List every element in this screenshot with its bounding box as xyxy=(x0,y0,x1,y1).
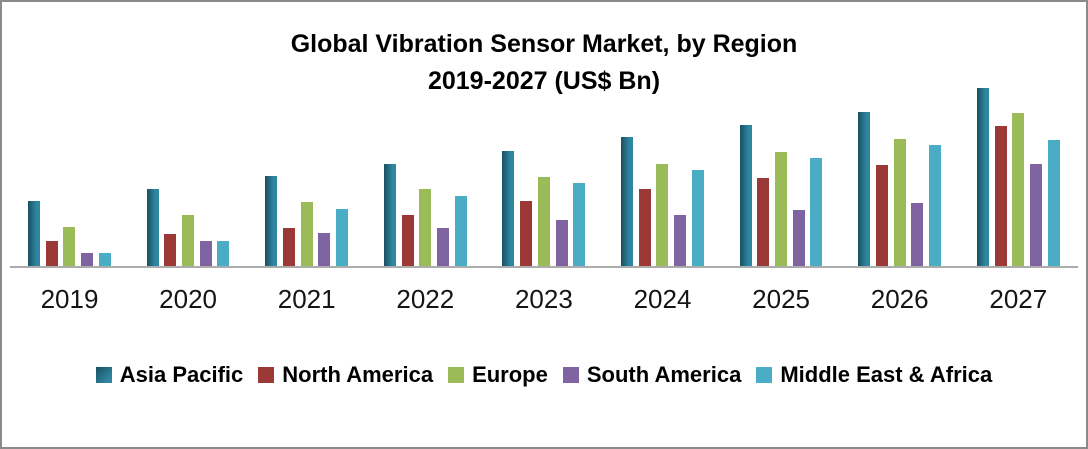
bar-middle-east-africa-2022 xyxy=(454,196,467,266)
bar-middle-east-africa-2025 xyxy=(810,158,823,266)
x-axis-line xyxy=(10,266,1078,268)
bar-europe-2019 xyxy=(63,227,76,266)
chart-title-block: Global Vibration Sensor Market, by Regio… xyxy=(2,26,1086,100)
chart-subtitle: 2019-2027 (US$ Bn) xyxy=(427,67,661,95)
legend-label-north-america: North America xyxy=(282,362,434,387)
bar-north-america-2021 xyxy=(282,228,295,266)
bar-asia-pacific-2025 xyxy=(739,125,752,266)
bar-north-america-2019 xyxy=(45,241,58,266)
legend: Asia Pacific North America Europe South Ame… xyxy=(2,362,1086,388)
legend-item-south-america: South America xyxy=(562,362,742,388)
bar-south-america-2023 xyxy=(555,220,568,266)
bar-north-america-2022 xyxy=(401,215,414,266)
bar-middle-east-africa-2027 xyxy=(1047,140,1060,266)
bar-middle-east-africa-2020 xyxy=(217,241,230,266)
bar-north-america-2024 xyxy=(638,189,651,266)
bar-europe-2025 xyxy=(775,152,787,266)
legend-swatch-north-america xyxy=(258,367,275,383)
bar-middle-east-africa-2026 xyxy=(929,145,941,266)
bar-south-america-2027 xyxy=(1029,164,1042,266)
x-axis-label-2024: 2024 xyxy=(633,284,692,314)
bar-middle-east-africa-2019 xyxy=(98,253,111,266)
bar-north-america-2026 xyxy=(875,165,888,266)
x-axis-label-2020: 2020 xyxy=(159,284,218,314)
bar-south-america-2019 xyxy=(81,253,94,266)
bar-europe-2023 xyxy=(537,177,550,266)
legend-label-middle-east-africa: Middle East & Africa xyxy=(780,362,993,387)
bar-middle-east-africa-2023 xyxy=(573,183,586,266)
bar-middle-east-africa-2021 xyxy=(336,209,348,266)
bar-asia-pacific-2021 xyxy=(265,176,278,266)
bar-asia-pacific-2019 xyxy=(28,201,40,266)
bar-south-america-2022 xyxy=(436,228,449,266)
chart-title: Global Vibration Sensor Market, by Regio… xyxy=(290,30,798,58)
bar-north-america-2025 xyxy=(757,178,770,266)
x-axis-label-2021: 2021 xyxy=(277,284,336,314)
bar-south-america-2021 xyxy=(318,233,331,266)
bar-asia-pacific-2027 xyxy=(976,88,989,266)
bar-asia-pacific-2026 xyxy=(858,112,871,266)
bar-middle-east-africa-2024 xyxy=(691,170,704,266)
x-axis-label-2026: 2026 xyxy=(870,284,929,314)
bar-europe-2024 xyxy=(656,164,669,266)
bar-north-america-2027 xyxy=(994,126,1007,266)
bar-south-america-2024 xyxy=(674,215,687,266)
bar-europe-2021 xyxy=(300,202,313,266)
bar-europe-2020 xyxy=(182,215,194,266)
bar-south-america-2025 xyxy=(792,210,805,266)
x-axis-label-2027: 2027 xyxy=(989,284,1048,314)
bar-south-america-2020 xyxy=(199,241,212,266)
legend-swatch-asia-pacific xyxy=(95,367,112,383)
x-axis-label-2022: 2022 xyxy=(396,284,455,314)
bar-south-america-2026 xyxy=(911,203,924,266)
x-axis-label-2023: 2023 xyxy=(514,284,573,314)
legend-item-asia-pacific: Asia Pacific xyxy=(95,362,244,388)
bar-europe-2026 xyxy=(893,139,906,266)
bar-asia-pacific-2022 xyxy=(383,164,396,266)
legend-label-europe: Europe xyxy=(472,362,548,387)
legend-item-europe: Europe xyxy=(448,362,548,388)
legend-swatch-middle-east-africa xyxy=(756,367,773,383)
bar-asia-pacific-2024 xyxy=(621,137,633,266)
plot-area xyxy=(2,2,1086,266)
legend-label-asia-pacific: Asia Pacific xyxy=(119,362,244,387)
legend-swatch-south-america xyxy=(562,367,579,383)
bar-europe-2027 xyxy=(1012,113,1025,266)
bar-asia-pacific-2023 xyxy=(502,151,515,266)
legend-item-north-america: North America xyxy=(258,362,433,388)
legend-swatch-europe xyxy=(448,367,465,383)
bar-europe-2022 xyxy=(419,189,432,266)
x-axis-label-2025: 2025 xyxy=(752,284,811,314)
bar-north-america-2020 xyxy=(164,234,177,266)
bar-north-america-2023 xyxy=(520,201,533,266)
legend-item-middle-east-africa: Middle East & Africa xyxy=(756,362,992,388)
bar-asia-pacific-2020 xyxy=(146,189,159,266)
legend-label-south-america: South America xyxy=(586,362,742,387)
x-axis-label-2019: 2019 xyxy=(40,284,99,314)
